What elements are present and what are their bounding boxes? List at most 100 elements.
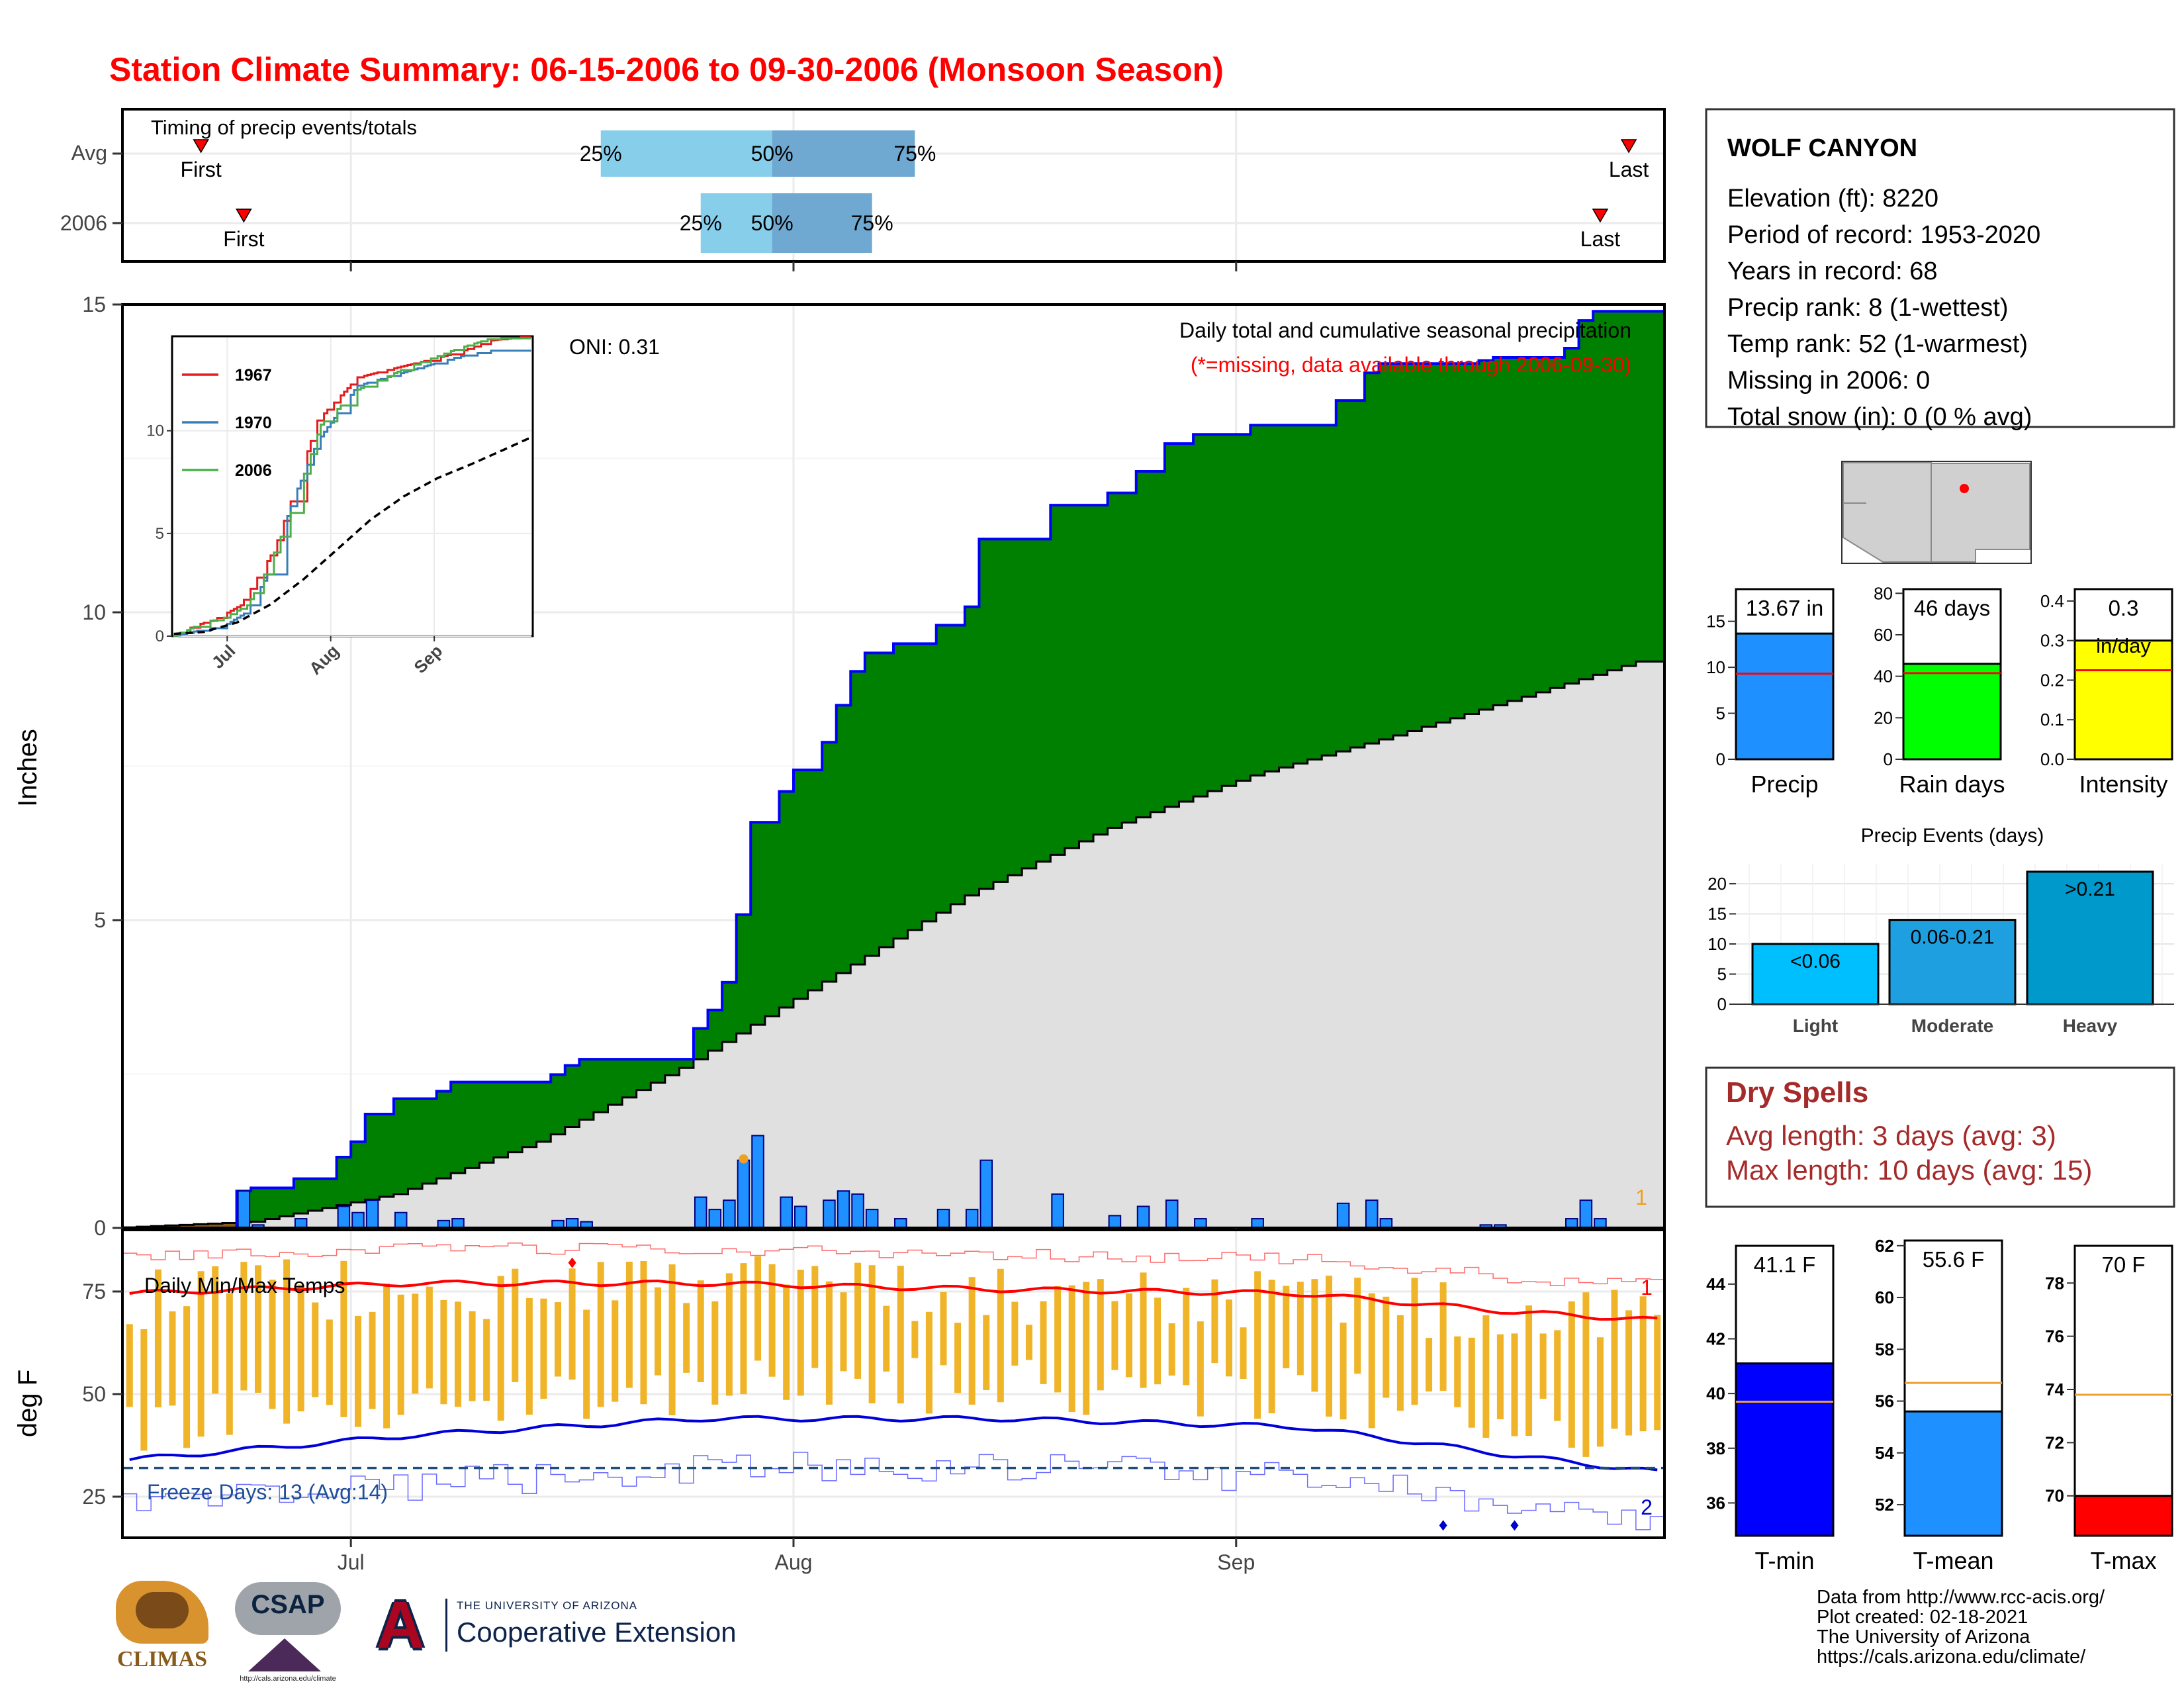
daily-temp-range-bar	[797, 1270, 804, 1396]
events-bar-light	[1751, 943, 1880, 1006]
surplus-area	[836, 705, 851, 973]
surplus-area	[1621, 311, 1637, 667]
surplus-area	[1193, 434, 1208, 797]
avg-cumulative-area	[593, 1112, 609, 1228]
daily-temp-range-bar	[1568, 1301, 1575, 1448]
daily-temp-range-bar	[925, 1311, 933, 1414]
csap-logo[interactable]: CSAP http://cals.arizona.edu/climate	[232, 1575, 344, 1688]
events-panel: Precip Events (days) 0 5 10 15 20 <0.06 Light 0…	[1707, 825, 2174, 1036]
surplus-area	[779, 791, 794, 1008]
avg-cumulative-area	[379, 1197, 394, 1228]
timing-first-marker	[193, 139, 209, 154]
avg-cumulative-area	[1064, 848, 1079, 1228]
daily-temp-range-bar	[840, 1292, 847, 1372]
daily-temp-range-bar	[1297, 1282, 1304, 1376]
timing-pct-label: 75%	[851, 211, 893, 235]
daily-temp-range-bar	[354, 1315, 361, 1427]
avg-cumulative-area	[707, 1051, 723, 1228]
avg-cumulative-area	[864, 955, 880, 1228]
surplus-area	[1050, 505, 1066, 855]
daily-temp-range-bar	[1340, 1323, 1347, 1420]
max-precip-marker	[739, 1154, 749, 1164]
surplus-area	[608, 1059, 623, 1105]
daily-precip-bar	[1579, 1199, 1593, 1229]
surplus-area	[1122, 492, 1137, 823]
daily-temp-range-bar	[1654, 1315, 1661, 1430]
station-info-line: Total snow (in): 0 (0 % avg)	[1727, 403, 2032, 431]
daily-precip-bar	[851, 1193, 864, 1229]
avg-cumulative-area	[1393, 735, 1408, 1228]
surplus-area	[1279, 425, 1294, 768]
avg-cumulative-area	[1107, 827, 1122, 1228]
surplus-area	[1150, 471, 1165, 812]
climas-logo[interactable]: CLIMAS	[109, 1575, 215, 1688]
avg-cumulative-area	[636, 1090, 651, 1228]
daily-temp-range-bar	[540, 1298, 547, 1399]
dry-spells-box: Dry Spells Avg length: 3 days (avg: 3) M…	[1705, 1066, 2175, 1208]
daily-precip-bar	[1251, 1218, 1264, 1229]
footer-line-1: Data from http://www.rcc-acis.org/	[1817, 1587, 2105, 1608]
station-info-line: Temp rank: 52 (1-warmest)	[1727, 330, 2028, 358]
daily-precip-bar	[1365, 1199, 1379, 1229]
daily-temp-range-bar	[140, 1329, 148, 1451]
university-of-arizona-logo[interactable]: A	[376, 1588, 425, 1662]
surplus-area	[565, 1065, 580, 1127]
daily-temp-range-bar	[1154, 1297, 1161, 1385]
avg-cumulative-area	[1450, 718, 1465, 1228]
surplus-area	[522, 1082, 537, 1147]
avg-cumulative-area	[979, 888, 994, 1228]
surplus-area	[365, 1113, 380, 1200]
avg-cumulative-area	[1007, 875, 1023, 1228]
avg-min-line	[129, 1415, 1658, 1472]
daily-temp-range-bar	[911, 1321, 919, 1358]
timing-first-label: First	[223, 227, 264, 251]
record-min-line	[122, 1452, 1664, 1530]
surplus-area	[422, 1098, 437, 1184]
surplus-area	[1350, 400, 1365, 748]
daily-temp-range-bar	[1240, 1327, 1247, 1380]
daily-precip-bar	[365, 1199, 379, 1229]
summary-1-ytick-label: 20	[1874, 708, 1893, 727]
surplus-area	[1164, 444, 1179, 807]
daily-temp-range-bar	[940, 1291, 947, 1366]
surplus-area	[1635, 311, 1651, 662]
daily-temp-range-bar	[240, 1262, 248, 1391]
summary-1-ytick-label: 0	[1884, 749, 1893, 769]
daily-precip-bar	[694, 1196, 707, 1229]
daily-temp-range-bar	[1068, 1285, 1075, 1413]
daily-temp-range-bar	[1083, 1282, 1090, 1415]
daily-temp-range-bar	[226, 1293, 233, 1435]
events-category-label: Moderate	[1911, 1015, 1993, 1036]
avg-cumulative-area	[879, 947, 894, 1228]
inset-avg-line	[173, 438, 531, 635]
daily-temp-range-bar	[1539, 1333, 1547, 1399]
avg-cumulative-area	[1564, 683, 1580, 1228]
temp-summary-2-value-label: 70 F	[2101, 1252, 2145, 1277]
daily-temp-range-bar	[126, 1324, 133, 1407]
surplus-area	[322, 1178, 338, 1208]
surplus-area	[1450, 363, 1465, 718]
temp-label: Daily Min/Max Temps	[144, 1274, 345, 1297]
events-bar-moderate	[1888, 919, 2017, 1006]
temp-summary-0-ytick-label: 44	[1706, 1274, 1725, 1294]
daily-temp-range-bar	[1625, 1310, 1633, 1436]
month-xtick-label: Sep	[1217, 1550, 1255, 1574]
surplus-area	[1578, 320, 1594, 679]
daily-temp-range-bar	[412, 1293, 419, 1394]
daily-temp-range-bar	[968, 1277, 976, 1405]
surplus-area	[451, 1082, 466, 1174]
avg-cumulative-area	[265, 1219, 280, 1228]
events-ytick-label: 20	[1707, 874, 1727, 894]
inset-ytick-label: 5	[156, 525, 164, 543]
surplus-area	[979, 539, 994, 889]
surplus-area	[822, 742, 837, 982]
cooperative-extension-label: Cooperative Extension	[457, 1617, 737, 1648]
daily-temp-range-bar	[1040, 1301, 1047, 1384]
ua-name: THE UNIVERSITY OF ARIZONA	[457, 1599, 638, 1612]
summary-0-ytick-label: 10	[1706, 657, 1725, 677]
daily-precip-bar	[1165, 1199, 1179, 1229]
daily-precip-bar	[837, 1190, 850, 1229]
daily-temp-range-bar	[612, 1300, 619, 1402]
daily-temp-range-bar	[1025, 1325, 1032, 1360]
